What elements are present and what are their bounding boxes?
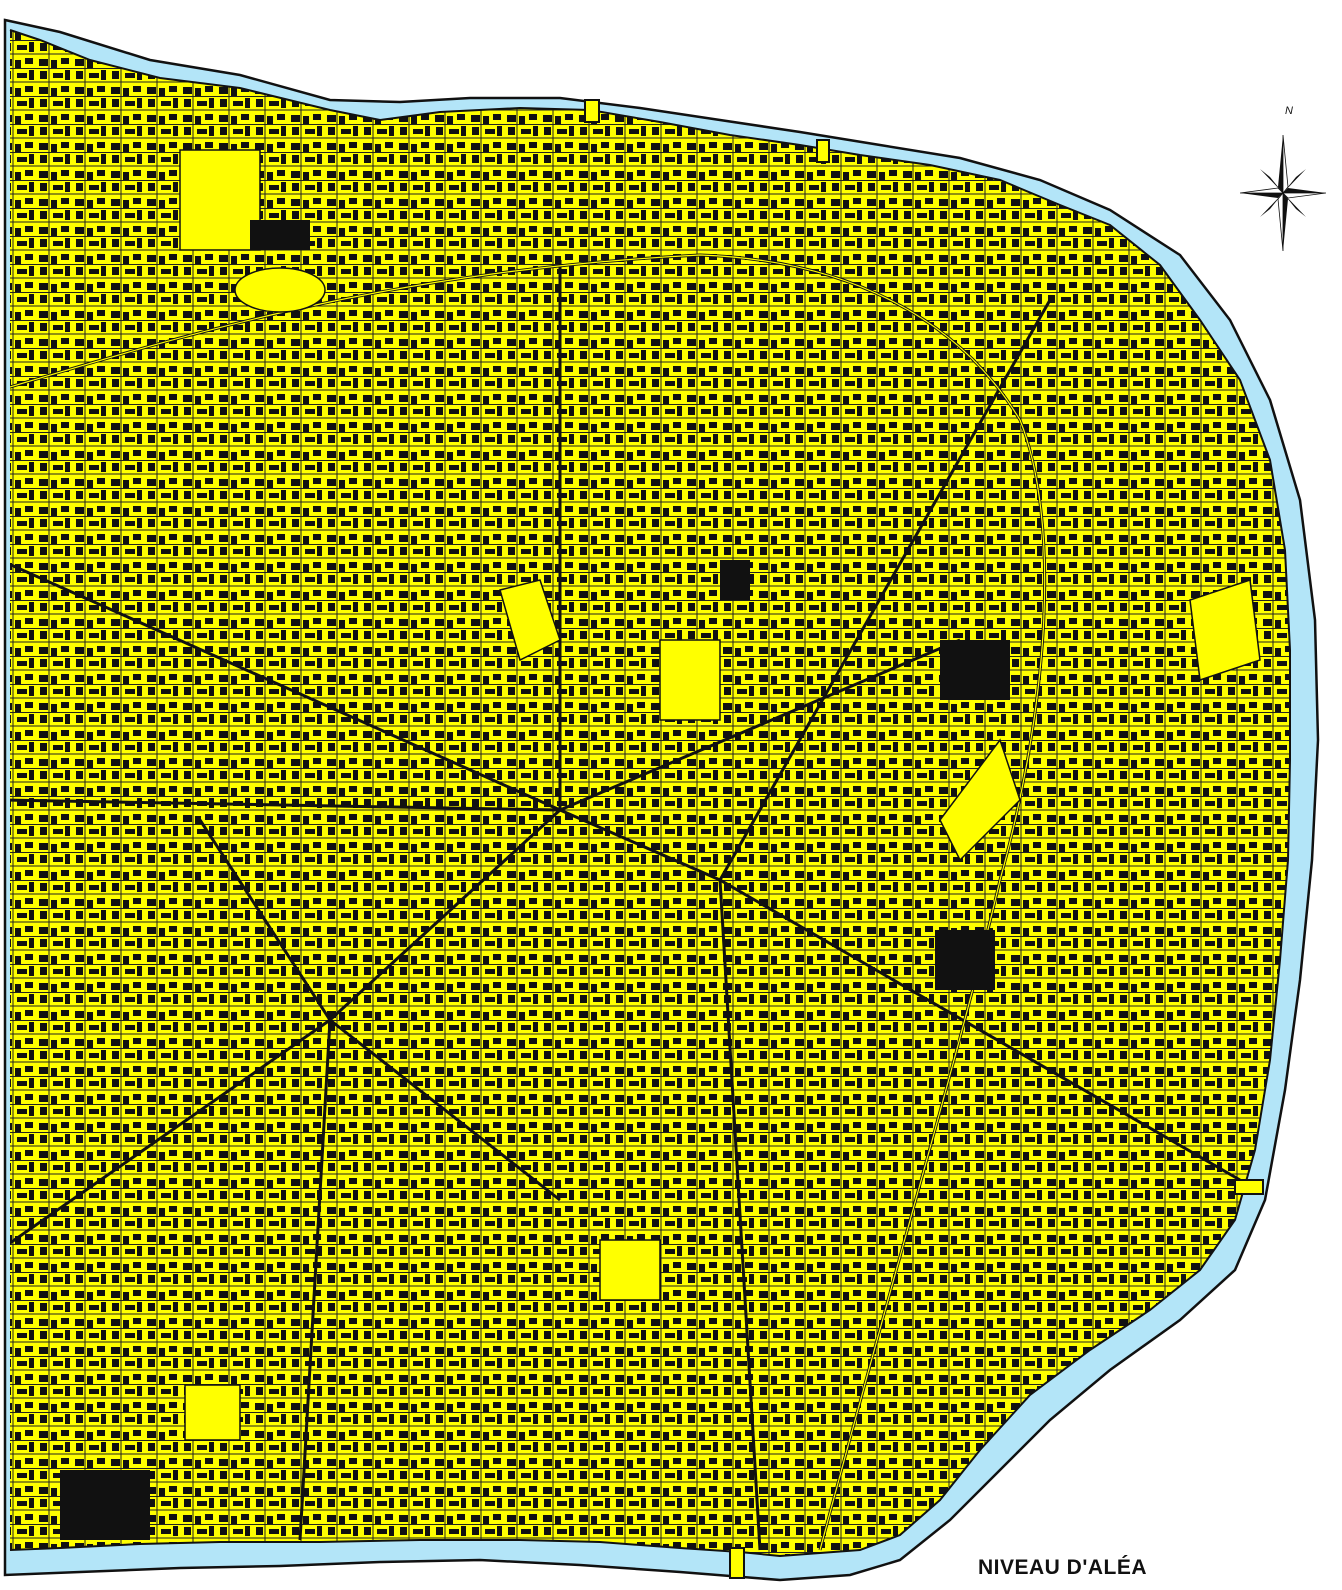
- bridges: [584, 99, 1264, 1579]
- compass-rose-icon: [1240, 135, 1326, 251]
- legend-title: NIVEAU D'ALÉA: [978, 1556, 1148, 1579]
- north-label: N: [1285, 105, 1293, 117]
